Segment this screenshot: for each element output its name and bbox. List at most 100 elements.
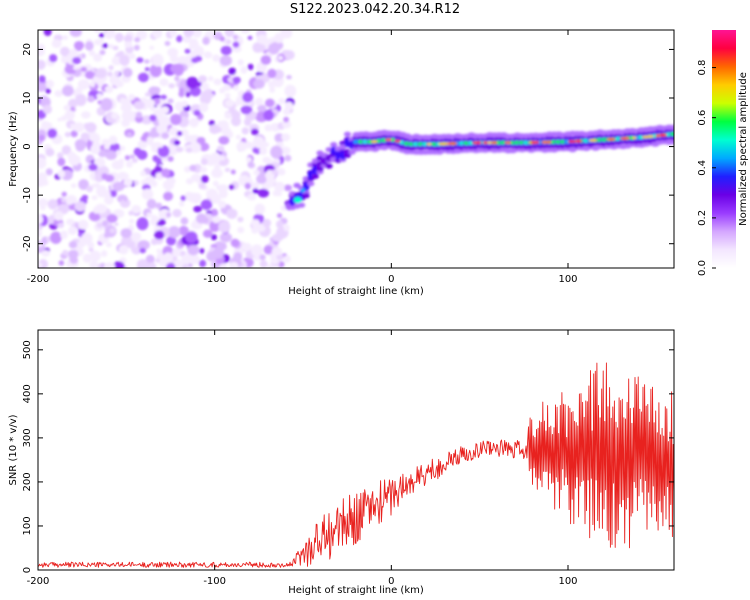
noise-blob: [77, 79, 90, 90]
ridge-peak: [491, 141, 498, 145]
noise-blob: [251, 182, 260, 190]
noise-blob: [178, 87, 184, 93]
y-tick-label: 0: [22, 143, 33, 149]
noise-blob: [117, 194, 128, 203]
noise-blob: [160, 94, 167, 100]
noise-blob: [152, 155, 159, 162]
noise-blob: [202, 229, 213, 238]
noise-blob: [172, 209, 182, 218]
ridge-peak: [426, 142, 432, 146]
noise-blob: [60, 230, 68, 239]
y-tick-label: 200: [22, 472, 33, 491]
noise-blob: [112, 261, 125, 268]
noise-blob: [38, 240, 45, 253]
noise-blob: [87, 95, 95, 103]
noise-blob: [96, 222, 103, 229]
noise-blob: [74, 201, 86, 212]
noise-blob: [93, 157, 106, 168]
noise-blob: [251, 219, 260, 227]
noise-blob: [124, 34, 133, 43]
noise-blob: [45, 79, 55, 89]
noise-blob: [81, 111, 91, 119]
ridge-peak: [394, 139, 401, 143]
noise-blob: [240, 105, 253, 115]
noise-blob: [184, 134, 195, 143]
noise-blob: [199, 259, 207, 268]
colorbar-tick-label: 0.2: [697, 210, 708, 226]
noise-blob: [149, 64, 162, 78]
noise-blob: [200, 158, 208, 166]
noise-blob: [254, 203, 266, 215]
noise-blob: [113, 222, 119, 227]
noise-blob: [209, 220, 220, 232]
noise-blob: [236, 141, 248, 152]
noise-blob: [263, 109, 274, 121]
ridge-outer: [302, 193, 310, 199]
ridge-peak: [476, 141, 482, 145]
colorbar-label: Normalized spectral amplitude: [738, 72, 749, 226]
noise-blob: [38, 59, 46, 70]
noise-blob: [145, 254, 155, 264]
noise-blob: [60, 115, 67, 122]
noise-blob: [256, 174, 267, 184]
colorbar-axis: 0.0 0.2 0.4 0.6 0.8: [697, 60, 716, 276]
noise-blob: [94, 203, 108, 214]
noise-blob: [151, 214, 157, 220]
noise-blob: [180, 129, 189, 137]
x-tick-label: 0: [388, 274, 394, 285]
noise-blob: [89, 260, 99, 268]
noise-blob: [282, 120, 292, 129]
noise-blob: [38, 134, 45, 142]
noise-blob: [50, 231, 62, 244]
noise-blob: [251, 227, 259, 234]
noise-blob: [68, 249, 79, 259]
noise-blob: [69, 30, 82, 37]
noise-blob: [210, 152, 222, 165]
noise-blob: [286, 75, 292, 80]
ridge-peak: [447, 142, 455, 146]
noise-blob: [107, 71, 113, 77]
noise-blob: [138, 72, 149, 83]
noise-blob: [202, 36, 210, 45]
noise-blob: [45, 168, 53, 176]
y-tick-label: 500: [22, 340, 33, 359]
noise-blob: [269, 86, 276, 93]
noise-blob: [147, 140, 154, 146]
noise-blob: [38, 262, 43, 268]
noise-blob: [199, 102, 209, 113]
noise-blob: [106, 214, 118, 223]
noise-blob: [114, 80, 124, 88]
noise-blob: [109, 227, 116, 234]
noise-blob: [267, 68, 277, 79]
noise-blob: [184, 48, 191, 54]
noise-blob: [190, 254, 200, 265]
noise-blob: [217, 184, 225, 192]
noise-blob: [265, 98, 275, 108]
noise-blob: [189, 38, 199, 48]
spectrogram-x-axis-label: Height of straight line (km): [288, 286, 424, 297]
noise-blob: [60, 46, 70, 57]
noise-blob: [99, 49, 106, 56]
noise-blob: [224, 30, 235, 38]
y-tick-label: -20: [22, 236, 33, 252]
noise-blob: [224, 111, 232, 119]
noise-blob: [173, 140, 180, 146]
spectrogram-marks: [38, 30, 674, 268]
noise-blob: [196, 137, 206, 144]
noise-blob: [155, 202, 163, 210]
noise-blob: [249, 144, 255, 149]
noise-blob: [80, 132, 90, 141]
noise-blob: [157, 145, 170, 158]
noise-blob: [170, 113, 182, 126]
noise-blob: [169, 30, 177, 37]
noise-blob: [132, 158, 138, 163]
noise-blob: [267, 264, 274, 268]
noise-blob: [68, 226, 77, 235]
noise-blob: [151, 238, 158, 246]
noise-blob: [69, 48, 78, 57]
ridge-peak: [606, 137, 616, 141]
noise-blob: [102, 43, 108, 49]
noise-blob: [41, 120, 50, 130]
